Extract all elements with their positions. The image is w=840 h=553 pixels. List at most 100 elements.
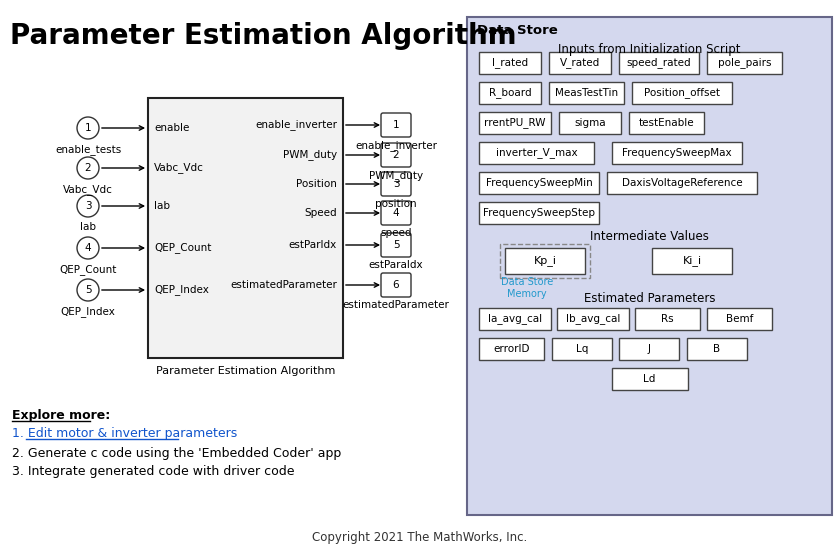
Text: Estimated Parameters: Estimated Parameters xyxy=(584,291,715,305)
Text: 6: 6 xyxy=(392,280,399,290)
Text: J: J xyxy=(648,344,650,354)
Text: Intermediate Values: Intermediate Values xyxy=(590,231,709,243)
Text: enable_inverter: enable_inverter xyxy=(255,119,337,131)
Bar xyxy=(707,52,782,74)
Text: 3: 3 xyxy=(85,201,92,211)
Text: Inputs from Initialization Script: Inputs from Initialization Script xyxy=(559,43,741,55)
Bar xyxy=(687,338,747,360)
Text: 3: 3 xyxy=(392,179,399,189)
Text: Lq: Lq xyxy=(575,344,588,354)
Text: Explore more:: Explore more: xyxy=(12,409,110,421)
FancyBboxPatch shape xyxy=(381,201,411,225)
Text: QEP_Index: QEP_Index xyxy=(154,285,209,295)
FancyBboxPatch shape xyxy=(381,233,411,257)
Text: rrentPU_RW: rrentPU_RW xyxy=(484,118,546,128)
Bar xyxy=(552,338,612,360)
Text: testEnable: testEnable xyxy=(638,118,695,128)
Text: 1: 1 xyxy=(85,123,92,133)
Text: I_rated: I_rated xyxy=(492,58,528,69)
Bar xyxy=(619,52,699,74)
Text: Ib_avg_cal: Ib_avg_cal xyxy=(566,314,620,325)
Text: estimatedParameter: estimatedParameter xyxy=(230,280,337,290)
Text: 2: 2 xyxy=(85,163,92,173)
Bar xyxy=(559,112,621,134)
Circle shape xyxy=(77,117,99,139)
Bar xyxy=(479,338,544,360)
Text: 4: 4 xyxy=(392,208,399,218)
Text: Position_offset: Position_offset xyxy=(644,87,720,98)
Bar xyxy=(467,17,832,515)
FancyBboxPatch shape xyxy=(381,273,411,297)
Text: PWM_duty: PWM_duty xyxy=(369,170,423,181)
Text: sigma: sigma xyxy=(575,118,606,128)
FancyBboxPatch shape xyxy=(381,113,411,137)
Text: 5: 5 xyxy=(392,240,399,250)
Bar xyxy=(632,82,732,104)
Text: 3. Integrate generated code with driver code: 3. Integrate generated code with driver … xyxy=(12,465,295,477)
Text: QEP_Count: QEP_Count xyxy=(154,243,212,253)
Text: MeasTestTin: MeasTestTin xyxy=(555,88,618,98)
Bar xyxy=(612,142,742,164)
Text: Ld: Ld xyxy=(643,374,656,384)
Text: Data Store: Data Store xyxy=(477,24,558,38)
Text: enable_inverter: enable_inverter xyxy=(355,140,437,151)
Bar xyxy=(629,112,704,134)
Bar xyxy=(148,98,343,358)
Text: DaxisVoltageReference: DaxisVoltageReference xyxy=(622,178,743,188)
Text: Iab: Iab xyxy=(154,201,170,211)
Text: Position: Position xyxy=(297,179,337,189)
Text: 5: 5 xyxy=(85,285,92,295)
Text: Rs: Rs xyxy=(661,314,674,324)
Text: Iab: Iab xyxy=(80,222,96,232)
Text: 1. Edit motor & inverter parameters: 1. Edit motor & inverter parameters xyxy=(12,427,237,441)
Bar xyxy=(479,52,541,74)
Text: QEP_Count: QEP_Count xyxy=(60,264,117,275)
Bar xyxy=(707,308,772,330)
Text: FrequencySweepStep: FrequencySweepStep xyxy=(483,208,595,218)
Text: PWM_duty: PWM_duty xyxy=(283,149,337,160)
Text: Parameter Estimation Algorithm: Parameter Estimation Algorithm xyxy=(10,22,517,50)
Text: Vabc_Vdc: Vabc_Vdc xyxy=(63,184,113,195)
Text: R_board: R_board xyxy=(489,87,532,98)
Text: Vabc_Vdc: Vabc_Vdc xyxy=(154,163,204,174)
Circle shape xyxy=(77,237,99,259)
FancyBboxPatch shape xyxy=(381,143,411,167)
Bar xyxy=(479,112,551,134)
Text: 4: 4 xyxy=(85,243,92,253)
Bar xyxy=(479,308,551,330)
Bar xyxy=(549,82,624,104)
Text: speed_rated: speed_rated xyxy=(627,58,691,69)
Bar xyxy=(652,248,732,274)
Bar xyxy=(619,338,679,360)
Text: Ki_i: Ki_i xyxy=(682,255,701,267)
Bar xyxy=(500,244,590,278)
Bar xyxy=(557,308,629,330)
Bar xyxy=(479,82,541,104)
Text: 1: 1 xyxy=(392,120,399,130)
Text: FrequencySweepMin: FrequencySweepMin xyxy=(486,178,592,188)
Text: B: B xyxy=(713,344,721,354)
Bar xyxy=(612,368,687,390)
Text: Kp_i: Kp_i xyxy=(533,255,557,267)
Bar xyxy=(549,52,611,74)
Bar xyxy=(635,308,700,330)
Text: QEP_Index: QEP_Index xyxy=(60,306,115,317)
Text: Parameter Estimation Algorithm: Parameter Estimation Algorithm xyxy=(155,366,335,376)
Circle shape xyxy=(77,279,99,301)
Bar xyxy=(479,172,599,194)
Bar xyxy=(505,248,585,274)
Bar xyxy=(607,172,757,194)
Circle shape xyxy=(77,157,99,179)
Bar xyxy=(479,142,594,164)
Text: Data Store
Memory: Data Store Memory xyxy=(501,277,553,299)
Text: estParaIdx: estParaIdx xyxy=(369,260,423,270)
Text: Copyright 2021 The MathWorks, Inc.: Copyright 2021 The MathWorks, Inc. xyxy=(312,531,528,545)
Text: enable: enable xyxy=(154,123,189,133)
Text: Ia_avg_cal: Ia_avg_cal xyxy=(488,314,542,325)
Text: estimatedParameter: estimatedParameter xyxy=(343,300,449,310)
Text: estParIdx: estParIdx xyxy=(289,240,337,250)
Text: pole_pairs: pole_pairs xyxy=(717,58,771,69)
Circle shape xyxy=(77,195,99,217)
Bar xyxy=(479,202,599,224)
Text: speed: speed xyxy=(381,228,412,238)
